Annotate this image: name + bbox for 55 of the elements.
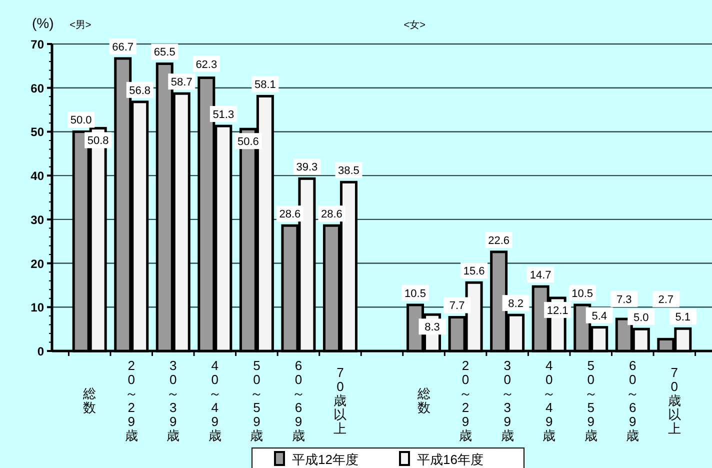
data-label: 58.1 — [254, 79, 276, 92]
data-label: 8.3 — [424, 322, 440, 334]
data-label: 50.8 — [87, 135, 109, 148]
data-label: 10.5 — [572, 288, 594, 300]
data-label: 28.6 — [321, 208, 342, 221]
data-label: 22.6 — [488, 234, 510, 247]
data-label: 28.6 — [279, 208, 301, 221]
x-tick-label: 20～29歳 — [124, 358, 138, 443]
data-label: 5.4 — [592, 310, 608, 322]
data-label: 7.7 — [449, 300, 465, 312]
x-tick-label: 20～29歳 — [459, 358, 472, 443]
data-label: 5.1 — [675, 312, 691, 324]
legend-label: 平成16年度 — [417, 452, 484, 467]
text: <男> — [70, 20, 92, 31]
data-label: 50.6 — [237, 136, 259, 148]
x-tick-label: 50～59歳 — [584, 358, 598, 443]
y-tick-label: 70 — [30, 38, 44, 52]
legend-label: 平成12年度 — [292, 452, 358, 467]
text: <女> — [404, 19, 426, 31]
data-label: 10.5 — [404, 288, 426, 300]
data-label: 66.7 — [112, 41, 134, 54]
data-label: 62.3 — [196, 58, 218, 71]
x-tick-label: 60～69歳 — [292, 358, 305, 443]
y-tick-label: 50 — [30, 125, 44, 140]
y-tick-label: 10 — [30, 300, 44, 315]
x-tick-label: 総数 — [82, 386, 96, 415]
data-label: 8.2 — [508, 298, 524, 310]
data-label: 2.7 — [658, 294, 674, 306]
x-tick-label: 70歳以上 — [668, 365, 681, 436]
x-tick-label: 40～49歳 — [542, 358, 556, 443]
y-tick-label: 20 — [30, 256, 44, 271]
data-label: 12.1 — [546, 304, 568, 317]
data-label: 58.7 — [170, 76, 192, 89]
x-tick-label: 70歳以上 — [334, 365, 347, 436]
x-tick-label: 40～49歳 — [208, 358, 222, 443]
data-label: 51.3 — [212, 109, 234, 122]
data-label: 65.5 — [154, 46, 176, 59]
data-label: 14.7 — [530, 270, 552, 282]
data-label: 7.3 — [616, 294, 632, 306]
x-tick-label: 総数 — [416, 386, 430, 415]
data-label: 5.0 — [633, 312, 649, 324]
data-label: 50.0 — [70, 114, 92, 127]
y-tick-label: 30 — [30, 212, 44, 227]
y-tick-label: 40 — [30, 169, 44, 184]
data-label: 56.8 — [129, 84, 151, 97]
x-tick-label: 30～39歳 — [166, 358, 180, 443]
x-tick-label: 30～39歳 — [500, 358, 514, 443]
data-label: 15.6 — [463, 266, 485, 278]
y-axis-title: (%) — [32, 15, 54, 31]
y-tick-label: 0 — [37, 344, 44, 358]
data-label: 39.3 — [296, 162, 318, 174]
y-tick-label: 60 — [30, 81, 44, 96]
x-tick-label: 60～69歳 — [626, 358, 640, 443]
x-tick-label: 50～59歳 — [250, 358, 264, 443]
data-label: 38.5 — [338, 165, 360, 178]
